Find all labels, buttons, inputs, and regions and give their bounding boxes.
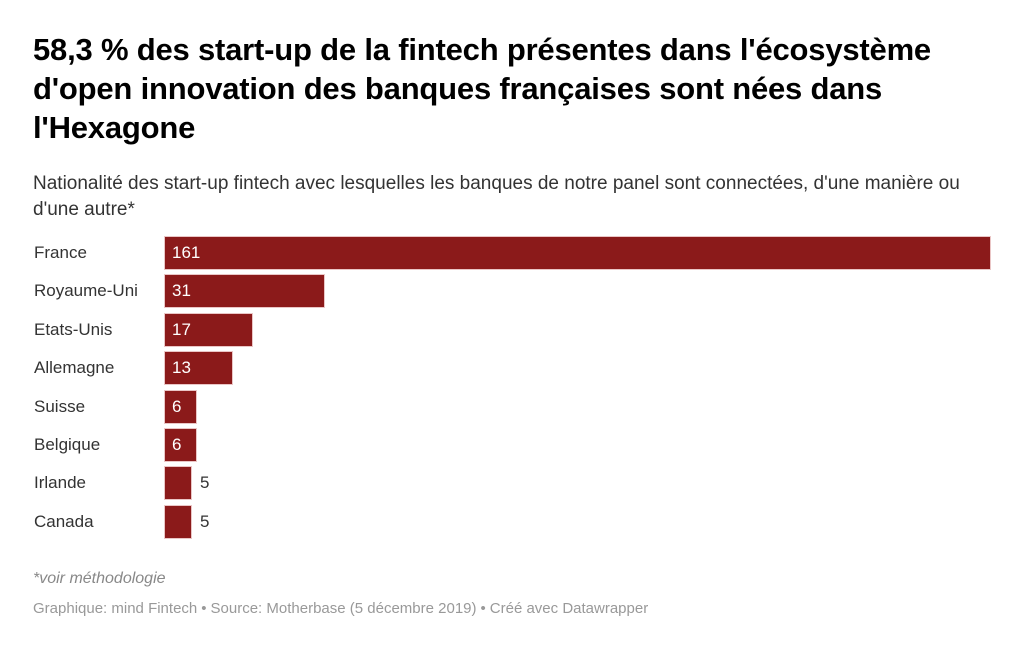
chart-subtitle: Nationalité des start-up fintech avec le… — [33, 173, 960, 220]
byline-separator: • — [480, 600, 486, 617]
value-label: 6 — [172, 396, 182, 416]
bar-row: Royaume-Uni 31 — [0, 274, 1024, 308]
category-label: France — [34, 243, 87, 262]
byline-graphic: Graphique: mind Fintech — [33, 600, 198, 617]
byline-created: Créé avec Datawrapper — [489, 600, 649, 617]
category-label: Royaume-Uni — [34, 281, 138, 301]
chart-title: 58,3 % des start-up de la fintech présen… — [33, 32, 931, 145]
bar-chart: France 161 Royaume-Uni 31 Etats-Unis 17 Allema… — [0, 236, 1024, 546]
bar-row: Canada 5 — [0, 505, 1024, 539]
chart-byline: Graphique: mind Fintech • Source: Motherba… — [33, 600, 648, 617]
chart-note: *voir méthodologie — [33, 570, 166, 587]
value-label: 5 — [200, 511, 210, 531]
category-label: Canada — [34, 511, 94, 531]
bar — [165, 505, 191, 538]
category-label: Allemagne — [34, 358, 115, 378]
category-label: Irlande — [34, 473, 86, 493]
bar — [165, 275, 324, 308]
bar — [165, 352, 232, 385]
category-label: Etats-Unis — [34, 319, 113, 339]
bar-row: Allemagne 13 — [0, 351, 1024, 385]
bar-row: France 161 — [0, 236, 1024, 270]
bar-row: Etats-Unis 17 — [0, 313, 1024, 347]
byline-separator: • — [201, 600, 207, 617]
bar — [165, 237, 990, 269]
value-label: 5 — [200, 473, 210, 493]
byline-source: Source: Motherbase (5 décembre 2019) — [210, 600, 477, 617]
bar — [165, 429, 196, 461]
value-label: 17 — [172, 319, 191, 339]
value-label: 161 — [172, 243, 201, 262]
category-label: Belgique — [34, 435, 101, 454]
bar-row: Belgique 6 — [0, 428, 1024, 462]
bar-row: Suisse 6 — [0, 390, 1024, 424]
value-label: 6 — [172, 435, 182, 454]
bar — [165, 467, 191, 500]
bar — [165, 313, 252, 346]
bar-row: Irlande 5 — [0, 466, 1024, 500]
value-label: 31 — [172, 281, 191, 301]
category-label: Suisse — [34, 396, 86, 416]
bar — [165, 390, 196, 423]
value-label: 13 — [172, 358, 191, 378]
